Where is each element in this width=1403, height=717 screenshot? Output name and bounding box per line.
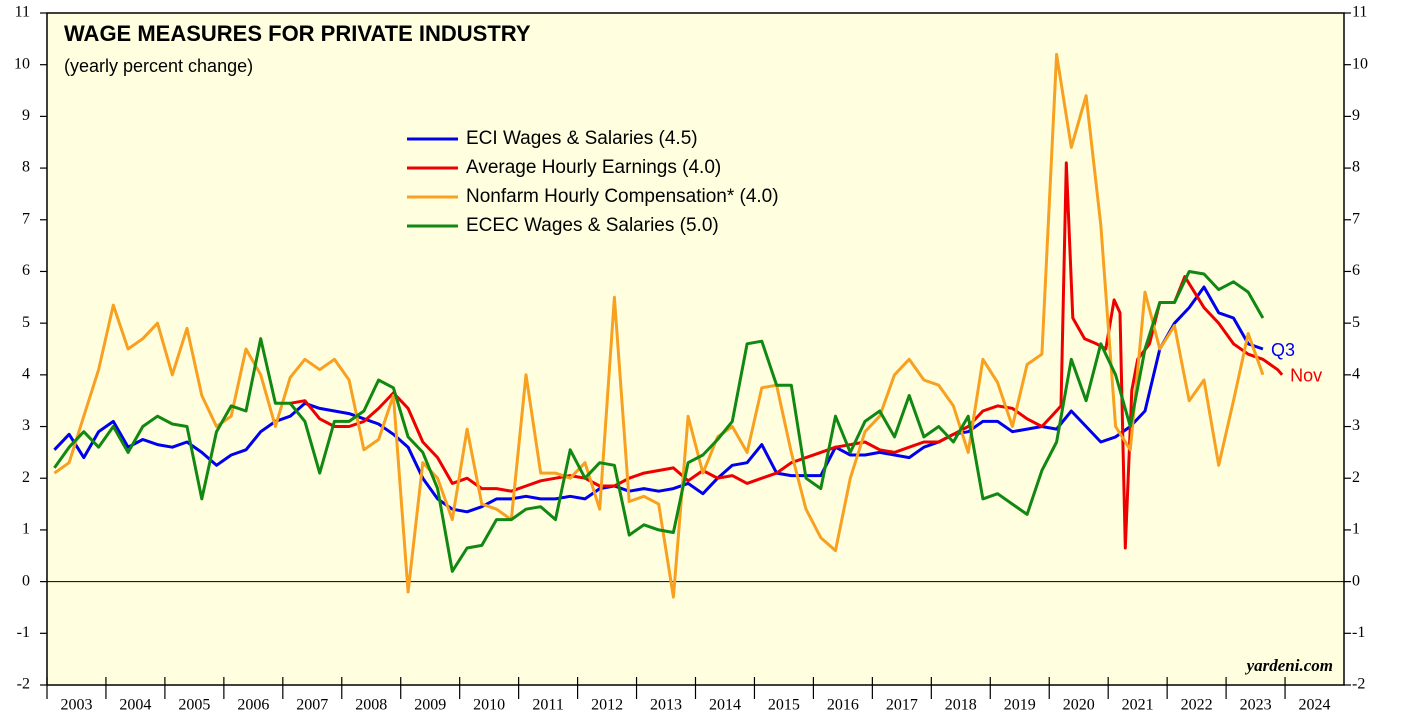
x-tick-label: 2021 [1122,697,1154,714]
y2-tick-label: 5 [1352,314,1360,331]
y-tick-label: 1 [22,521,30,538]
y-tick-label: 9 [22,107,30,124]
x-tick-label: 2018 [945,697,977,714]
x-tick-label: 2013 [650,697,682,714]
x-tick-label: 2023 [1240,697,1272,714]
y2-tick-label: 7 [1352,210,1360,227]
y2-tick-label: -1 [1352,624,1365,641]
y-tick-label: 0 [22,572,30,589]
y2-tick-label: 11 [1352,4,1367,21]
y2-tick-label: 9 [1352,107,1360,124]
end-label: Q3 [1271,340,1295,360]
x-tick-label: 2024 [1299,697,1331,714]
x-tick-label: 2020 [1063,697,1095,714]
source: yardeni.com [1245,656,1333,675]
y-tick-label: 2 [22,469,30,486]
y2-tick-label: 10 [1352,55,1368,72]
series-line [53,270,1265,573]
legend-label: ECEC Wages & Salaries (5.0) [466,215,719,236]
y-tick-label: 7 [22,210,30,227]
legend: ECI Wages & Salaries (4.5) Average Hourly… [407,128,779,236]
end-label: Nov [1290,366,1322,386]
y-tick-label: 10 [14,55,30,72]
x-tick-label: 2006 [237,697,269,714]
plot-area [46,12,1345,686]
y2-tick-label: 2 [1352,469,1360,486]
x-tick-label: 2005 [178,697,210,714]
x-tick-label: 2008 [355,697,387,714]
x-tick-label: 2014 [709,697,741,714]
x-tick-label: 2022 [1181,697,1213,714]
y2-tick-label: 1 [1352,521,1360,538]
x-tick-label: 2017 [886,697,918,714]
x-tick-label: 2009 [414,697,446,714]
x-tick-label: 2015 [768,697,800,714]
y-tick-label: -1 [17,624,30,641]
y-tick-label: 3 [22,417,30,434]
y-tick-label: 6 [22,262,30,279]
y2-tick-label: 6 [1352,262,1360,279]
y2-tick-label: 4 [1352,366,1360,383]
x-tick-label: 2010 [473,697,505,714]
y2-tick-label: 8 [1352,159,1360,176]
x-tick-label: 2003 [60,697,92,714]
series-lines: Q3 Nov [53,52,1322,599]
y2-tick-label: -2 [1352,676,1365,693]
y-tick-label: 4 [22,366,30,383]
x-tick-label: 2012 [591,697,623,714]
y-tick-label: 8 [22,159,30,176]
x-tick-label: 2016 [827,697,859,714]
legend-label: Average Hourly Earnings (4.0) [466,157,721,178]
x-tick-label: 2004 [119,697,151,714]
x-tick-label: 2011 [532,697,563,714]
x-tick-label: 2019 [1004,697,1036,714]
y2-tick-label: 0 [1352,572,1360,589]
legend-label: Nonfarm Hourly Compensation* (4.0) [466,186,779,207]
legend-label: ECI Wages & Salaries (4.5) [466,128,698,149]
x-tick-label: 2007 [296,697,328,714]
y2-tick-label: 3 [1352,417,1360,434]
y-tick-label: 5 [22,314,30,331]
chart-title: WAGE MEASURES FOR PRIVATE INDUSTRY [64,21,531,46]
series-line [53,285,1264,514]
y-tick-label: 11 [15,4,30,21]
chart-subtitle: (yearly percent change) [64,56,253,76]
y-tick-label: -2 [17,676,30,693]
